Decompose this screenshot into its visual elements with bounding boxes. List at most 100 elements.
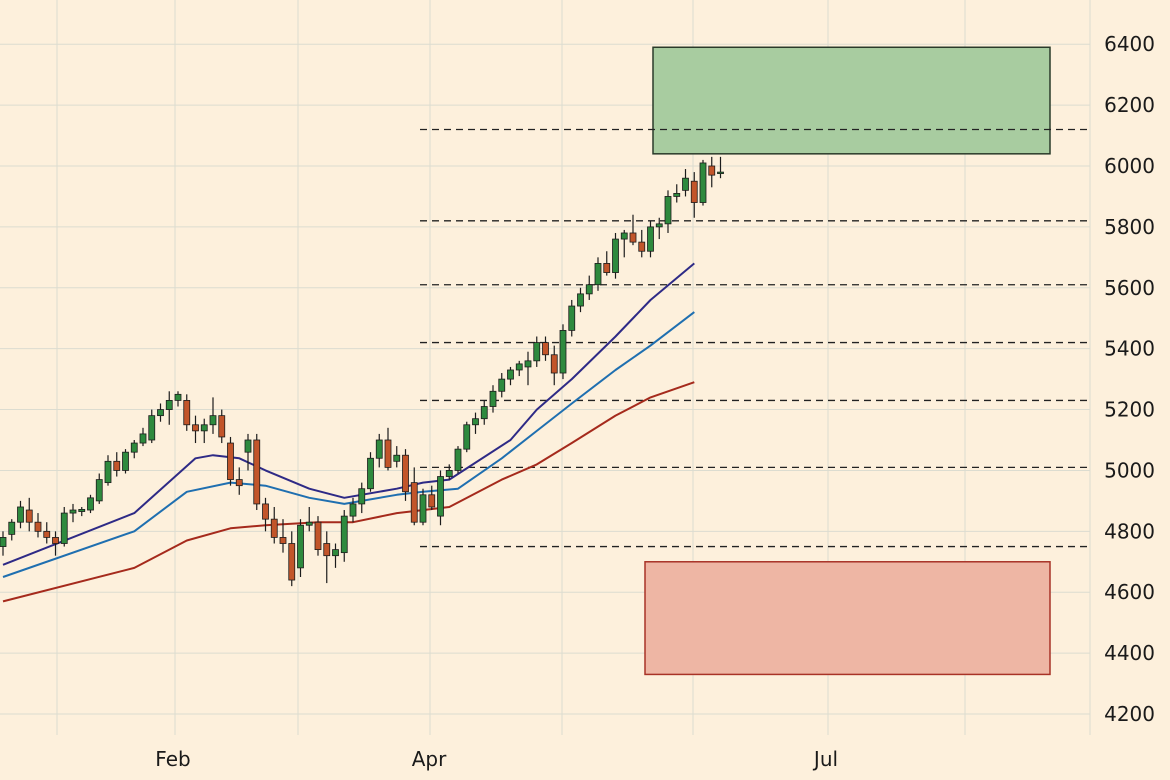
candle-body [253,439,261,505]
candle-body [262,503,269,520]
candle [480,400,488,425]
candle-body [524,360,532,368]
horizontal-levels [420,128,1090,548]
candle [559,324,567,380]
candle [498,373,506,398]
candle-body [498,378,506,392]
x-axis: Feb Apr Jul [155,747,838,771]
candle-body [349,503,357,517]
candle [410,467,418,526]
y-tick-label: 5000 [1104,458,1155,482]
candle [358,482,366,514]
candle [690,172,698,218]
y-tick-label: 5400 [1104,337,1155,361]
candle-body [0,537,7,547]
candles [0,156,724,587]
candle [218,409,226,444]
candle-body [445,470,453,477]
candle-body [384,439,392,468]
candle-body [279,537,287,544]
candle-body [87,497,94,511]
candle-body [340,515,348,554]
candle-body [585,284,593,295]
candle [209,397,217,434]
candle [472,412,479,434]
candle-body [270,518,278,538]
candle [235,467,243,495]
candle-body [629,232,637,243]
candle-body [620,232,628,240]
candle-body [673,192,681,197]
candle-body [25,509,33,523]
candle [305,506,313,532]
candle-body [699,162,707,203]
y-axis: 4200 4400 4600 4800 5000 5200 5400 5600 5800 6000… [1104,32,1155,726]
candle [43,522,51,544]
moving-averages [2,262,695,603]
candle [148,409,156,444]
candle [655,217,663,240]
candle [25,497,33,532]
candle [524,351,532,386]
candle-body [130,442,138,453]
candle [542,336,549,361]
candle-body [375,439,383,459]
candle [174,391,182,407]
candle-body [323,543,331,557]
candle [244,433,252,471]
candle [122,449,129,474]
candle [165,391,173,425]
candle-body [157,409,164,417]
candle-body [235,479,243,487]
candle [52,531,59,556]
candle-body [288,543,296,581]
y-tick-label: 4600 [1104,580,1155,604]
y-tick-label: 4400 [1104,641,1155,665]
candle [192,415,199,444]
candle [402,449,409,501]
ma-short-line [2,262,695,566]
candle-body [358,488,366,505]
candle [463,421,471,453]
candle [78,506,86,517]
x-tick-label: Apr [412,747,447,771]
stop-zone [644,561,1051,676]
candle-body [139,433,147,444]
candle-body [402,454,409,493]
candle [550,345,558,386]
candle [445,464,453,480]
candle-body [480,406,488,420]
y-tick-label: 6200 [1104,93,1155,117]
candle-body [638,241,646,252]
candle [314,516,322,556]
candle [647,220,654,258]
candle-body [393,454,401,462]
x-tick-label: Jul [812,747,838,771]
candle [375,433,383,468]
candle [682,169,689,197]
candle [454,446,462,474]
candle [157,403,164,422]
candle [69,503,77,523]
candle [323,531,331,584]
candle-body [332,549,339,557]
y-tick-label: 6400 [1104,32,1155,56]
candle-body [542,342,549,356]
candle [262,497,269,532]
candle-body [428,494,436,508]
candle-body [463,424,471,450]
candle-body [454,448,462,471]
candle [60,506,68,547]
candle-body [559,329,567,374]
candle-body [410,482,418,523]
candle-body [113,460,121,471]
candle [17,500,24,529]
candle-body [174,393,182,401]
candle-body [78,509,86,512]
candle [332,543,339,568]
candle-body [244,439,252,453]
y-tick-label: 5800 [1104,215,1155,239]
candle-body [594,263,602,286]
candle-body [489,390,497,407]
